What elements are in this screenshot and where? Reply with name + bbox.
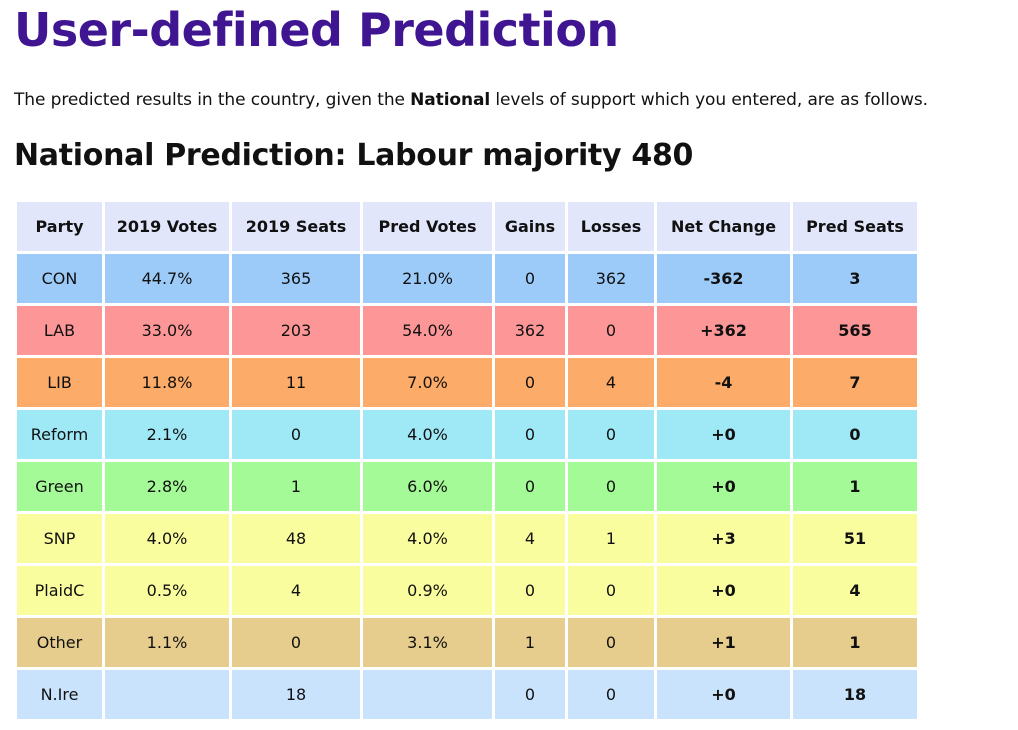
header-pred-votes: Pred Votes: [363, 202, 492, 251]
cell-pred-votes: 7.0%: [363, 358, 492, 407]
cell-votes-2019: 2.1%: [105, 410, 229, 459]
cell-pred-votes: 54.0%: [363, 306, 492, 355]
header-party: Party: [17, 202, 102, 251]
cell-losses: 0: [568, 618, 654, 667]
cell-pred-votes: 3.1%: [363, 618, 492, 667]
cell-losses: 0: [568, 670, 654, 719]
cell-pred-seats: 7: [793, 358, 917, 407]
cell-net-change: +0: [657, 462, 790, 511]
cell-gains: 0: [495, 566, 565, 615]
intro-text-emphasis: National: [410, 90, 491, 110]
table-row: LAB 33.0% 203 54.0% 362 0 +362 565: [17, 306, 917, 355]
cell-pred-seats: 18: [793, 670, 917, 719]
cell-pred-votes: 6.0%: [363, 462, 492, 511]
cell-party: LIB: [17, 358, 102, 407]
cell-pred-votes: [363, 670, 492, 719]
cell-votes-2019: 44.7%: [105, 254, 229, 303]
cell-pred-seats: 51: [793, 514, 917, 563]
cell-seats-2019: 11: [232, 358, 360, 407]
cell-pred-seats: 1: [793, 462, 917, 511]
cell-losses: 0: [568, 462, 654, 511]
cell-votes-2019: 2.8%: [105, 462, 229, 511]
cell-pred-seats: 0: [793, 410, 917, 459]
header-pred-seats: Pred Seats: [793, 202, 917, 251]
cell-seats-2019: 365: [232, 254, 360, 303]
page-title: User-defined Prediction: [14, 3, 619, 57]
cell-party: PlaidC: [17, 566, 102, 615]
cell-votes-2019: [105, 670, 229, 719]
cell-seats-2019: 4: [232, 566, 360, 615]
cell-votes-2019: 4.0%: [105, 514, 229, 563]
header-losses: Losses: [568, 202, 654, 251]
results-table: Party 2019 Votes 2019 Seats Pred Votes G…: [14, 199, 920, 722]
cell-party: Green: [17, 462, 102, 511]
cell-net-change: +362: [657, 306, 790, 355]
table-row: Green 2.8% 1 6.0% 0 0 +0 1: [17, 462, 917, 511]
table-row: N.Ire 18 0 0 +0 18: [17, 670, 917, 719]
cell-pred-seats: 4: [793, 566, 917, 615]
cell-seats-2019: 18: [232, 670, 360, 719]
cell-net-change: +0: [657, 410, 790, 459]
cell-party: Reform: [17, 410, 102, 459]
cell-seats-2019: 203: [232, 306, 360, 355]
cell-seats-2019: 48: [232, 514, 360, 563]
cell-losses: 0: [568, 566, 654, 615]
table-header-row: Party 2019 Votes 2019 Seats Pred Votes G…: [17, 202, 917, 251]
header-2019-seats: 2019 Seats: [232, 202, 360, 251]
table-row: Reform 2.1% 0 4.0% 0 0 +0 0: [17, 410, 917, 459]
table-row: PlaidC 0.5% 4 0.9% 0 0 +0 4: [17, 566, 917, 615]
cell-party: CON: [17, 254, 102, 303]
cell-pred-seats: 565: [793, 306, 917, 355]
header-net-change: Net Change: [657, 202, 790, 251]
table-row: SNP 4.0% 48 4.0% 4 1 +3 51: [17, 514, 917, 563]
cell-seats-2019: 0: [232, 410, 360, 459]
cell-votes-2019: 11.8%: [105, 358, 229, 407]
cell-party: Other: [17, 618, 102, 667]
cell-net-change: +0: [657, 566, 790, 615]
cell-votes-2019: 1.1%: [105, 618, 229, 667]
cell-net-change: +1: [657, 618, 790, 667]
cell-gains: 0: [495, 462, 565, 511]
header-2019-votes: 2019 Votes: [105, 202, 229, 251]
cell-gains: 362: [495, 306, 565, 355]
cell-party: SNP: [17, 514, 102, 563]
intro-text-end: levels of support which you entered, are…: [490, 90, 928, 110]
header-gains: Gains: [495, 202, 565, 251]
cell-votes-2019: 0.5%: [105, 566, 229, 615]
table-row: LIB 11.8% 11 7.0% 0 4 -4 7: [17, 358, 917, 407]
cell-seats-2019: 1: [232, 462, 360, 511]
cell-pred-seats: 3: [793, 254, 917, 303]
cell-votes-2019: 33.0%: [105, 306, 229, 355]
cell-losses: 362: [568, 254, 654, 303]
cell-gains: 4: [495, 514, 565, 563]
cell-net-change: +3: [657, 514, 790, 563]
cell-losses: 1: [568, 514, 654, 563]
cell-pred-votes: 21.0%: [363, 254, 492, 303]
intro-text-start: The predicted results in the country, gi…: [14, 90, 411, 110]
cell-gains: 0: [495, 358, 565, 407]
cell-party: N.Ire: [17, 670, 102, 719]
cell-gains: 0: [495, 254, 565, 303]
cell-losses: 4: [568, 358, 654, 407]
cell-pred-seats: 1: [793, 618, 917, 667]
cell-losses: 0: [568, 306, 654, 355]
cell-gains: 1: [495, 618, 565, 667]
cell-pred-votes: 0.9%: [363, 566, 492, 615]
cell-gains: 0: [495, 410, 565, 459]
cell-seats-2019: 0: [232, 618, 360, 667]
cell-losses: 0: [568, 410, 654, 459]
intro-text: The predicted results in the country, gi…: [14, 88, 928, 112]
cell-net-change: -4: [657, 358, 790, 407]
table-row: Other 1.1% 0 3.1% 1 0 +1 1: [17, 618, 917, 667]
cell-gains: 0: [495, 670, 565, 719]
cell-pred-votes: 4.0%: [363, 410, 492, 459]
table-row: CON 44.7% 365 21.0% 0 362 -362 3: [17, 254, 917, 303]
cell-net-change: -362: [657, 254, 790, 303]
cell-net-change: +0: [657, 670, 790, 719]
prediction-heading: National Prediction: Labour majority 480: [14, 138, 694, 173]
cell-party: LAB: [17, 306, 102, 355]
cell-pred-votes: 4.0%: [363, 514, 492, 563]
